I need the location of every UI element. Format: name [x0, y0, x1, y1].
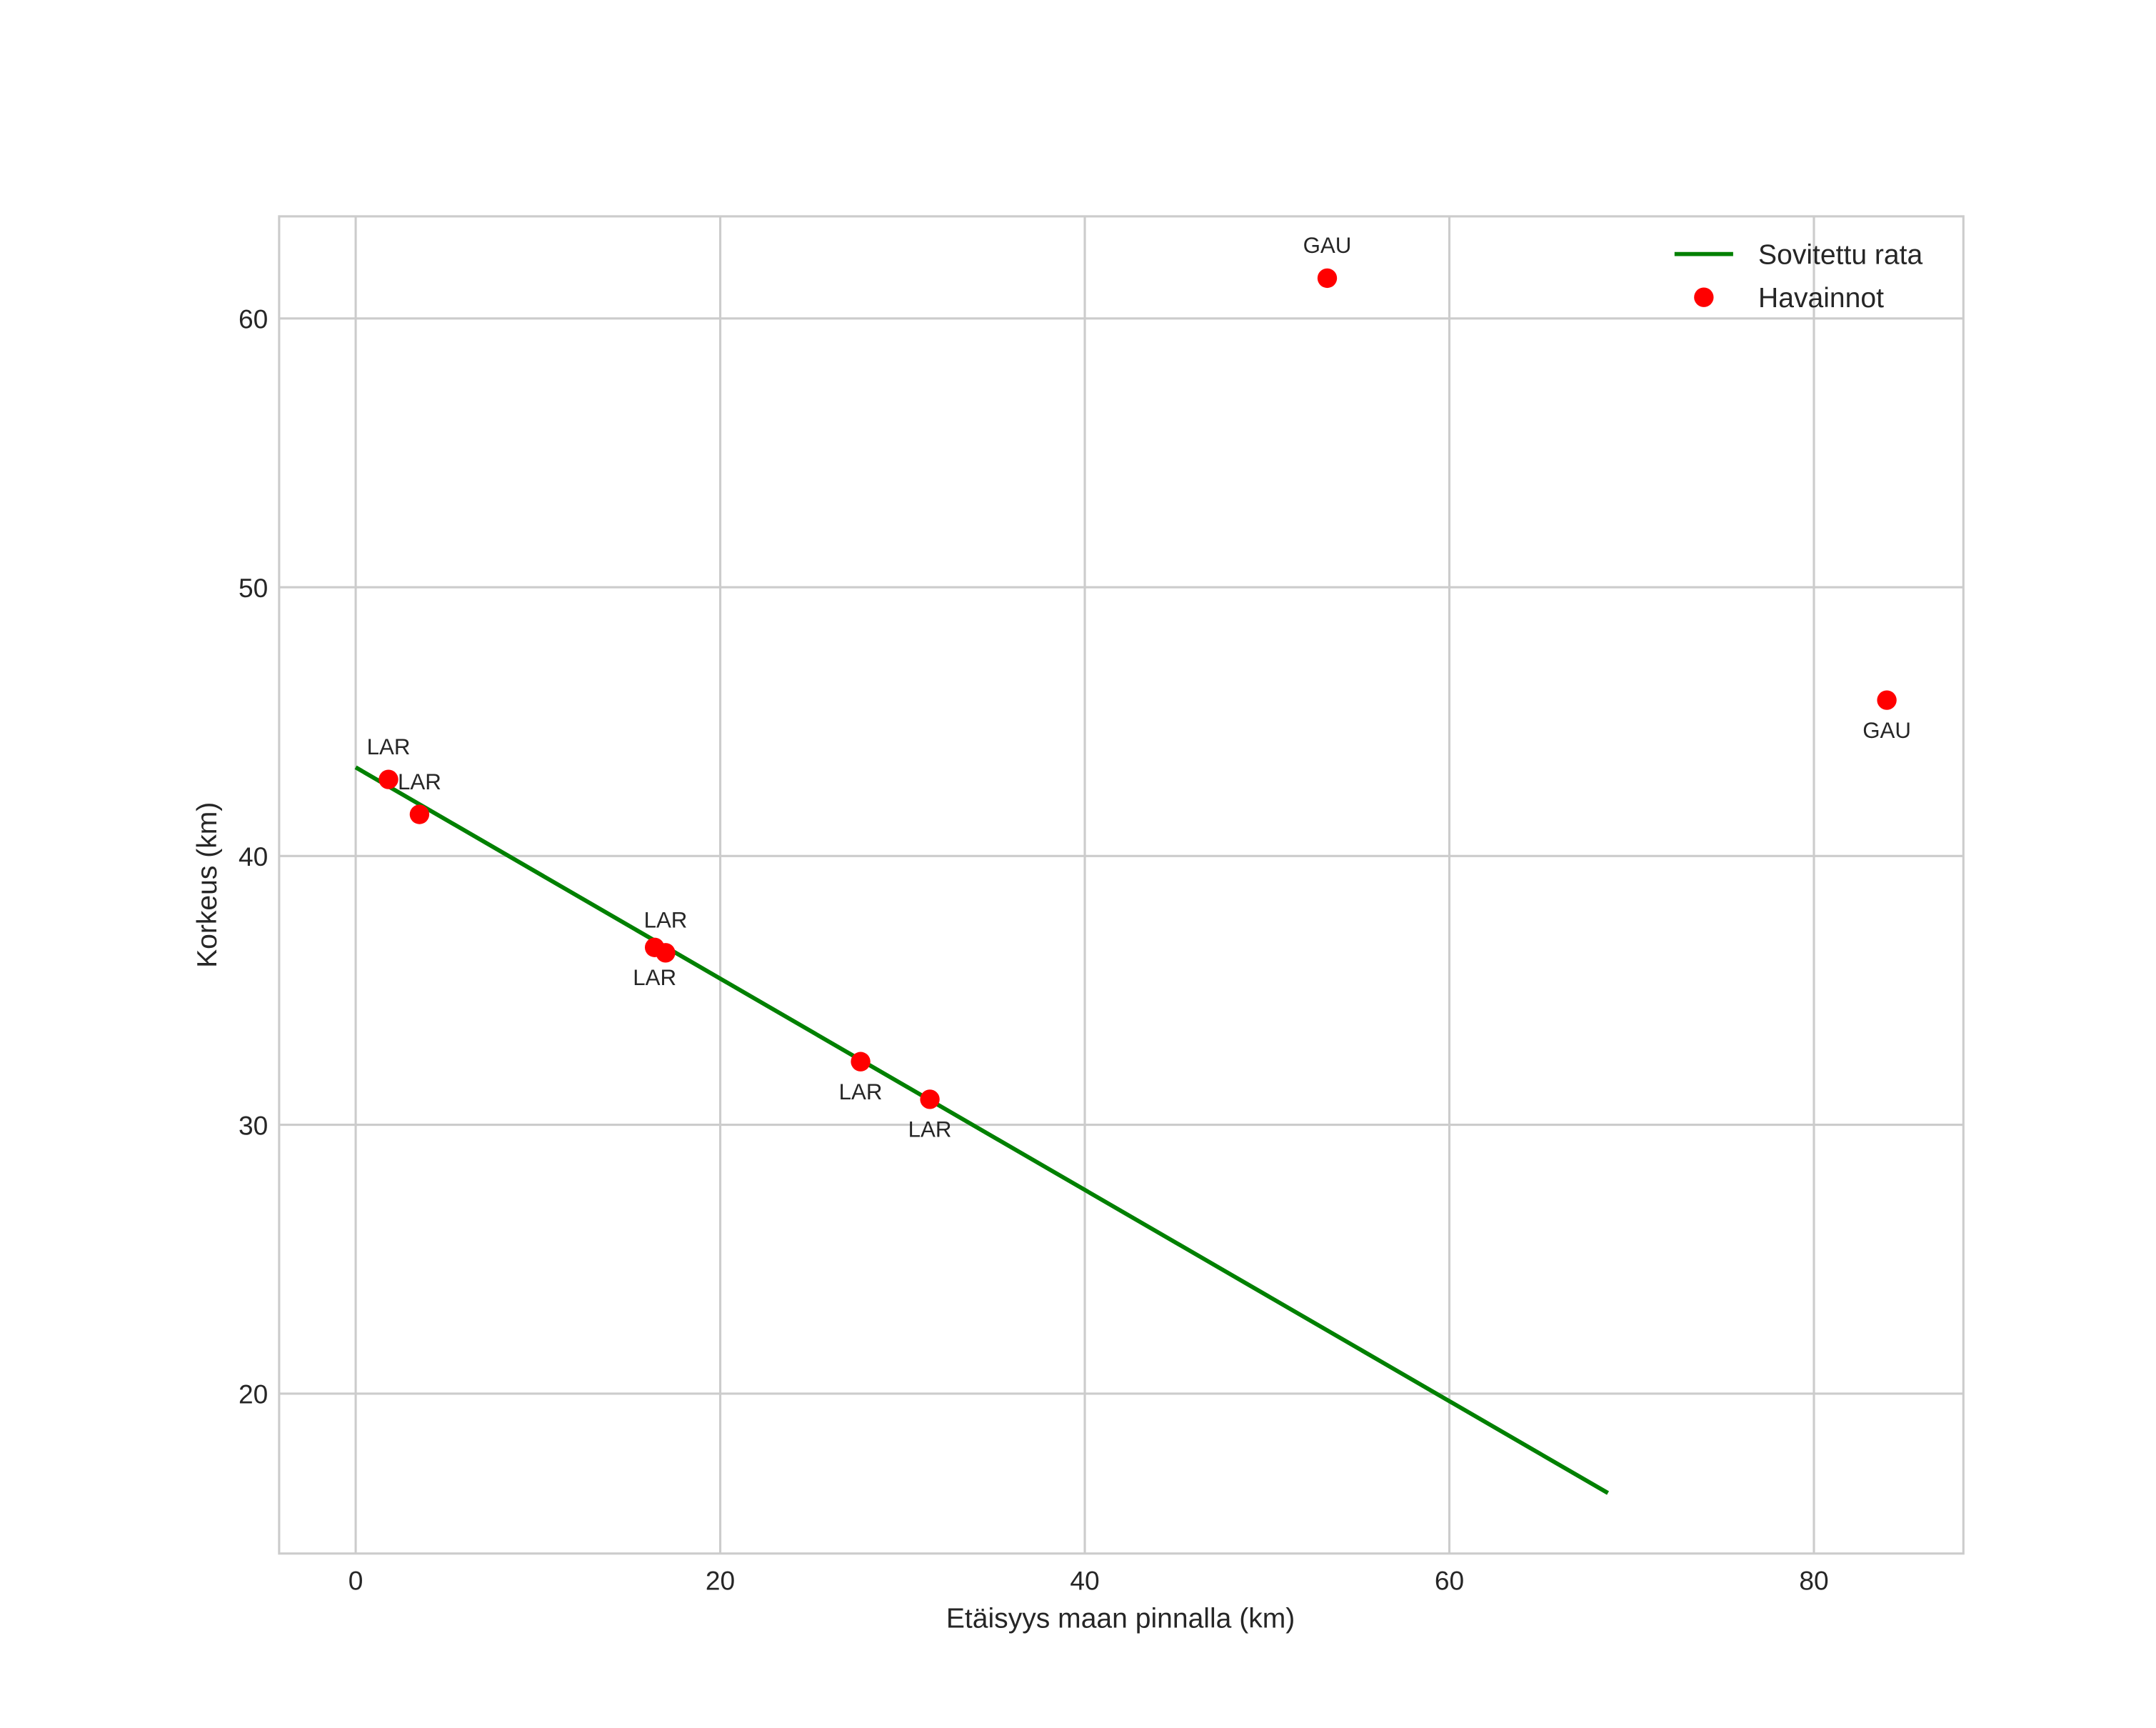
legend-point-marker — [1694, 287, 1714, 307]
data-point — [1877, 690, 1897, 710]
data-point — [1317, 268, 1338, 289]
legend-label-fit: Sovitettu rata — [1758, 239, 1922, 270]
y-tick-label: 60 — [239, 304, 268, 334]
point-label: LAR — [644, 908, 688, 933]
point-label: LAR — [633, 965, 676, 990]
series: LAR LAR LAR LAR LAR LAR GAU GAU — [354, 233, 1911, 1495]
y-tick-label: 30 — [239, 1110, 268, 1140]
x-tick-label: 0 — [349, 1566, 363, 1596]
x-axis-label: Etäisyys maan pinnalla (km) — [946, 1603, 1295, 1634]
point-label: LAR — [398, 769, 441, 794]
x-tick-label: 80 — [1799, 1566, 1828, 1596]
x-tick-label: 60 — [1435, 1566, 1464, 1596]
data-point — [851, 1052, 871, 1072]
y-tick-label: 40 — [239, 841, 268, 872]
legend-label-observations: Havainnot — [1758, 283, 1884, 314]
y-tick-label: 50 — [239, 573, 268, 603]
plot-frame — [278, 215, 1965, 1555]
y-tick-labels: 20 30 40 50 60 — [239, 304, 268, 1409]
data-point — [656, 943, 676, 963]
point-label: GAU — [1862, 718, 1911, 743]
point-label: LAR — [908, 1117, 952, 1142]
y-axis-label: Korkeus (km) — [192, 802, 223, 968]
y-tick-label: 20 — [239, 1379, 268, 1409]
point-label: LAR — [367, 734, 411, 759]
legend: Sovitettu rata Havainnot — [1674, 239, 1922, 314]
grid — [279, 216, 1964, 1554]
x-tick-labels: 0 20 40 60 80 — [349, 1566, 1829, 1596]
data-point — [409, 804, 430, 824]
point-label: LAR — [839, 1079, 883, 1104]
data-point — [920, 1089, 940, 1109]
data-point — [378, 769, 398, 789]
fit-line — [354, 765, 1610, 1495]
point-label: GAU — [1303, 233, 1352, 258]
x-tick-label: 40 — [1070, 1566, 1099, 1596]
x-tick-label: 20 — [706, 1566, 735, 1596]
